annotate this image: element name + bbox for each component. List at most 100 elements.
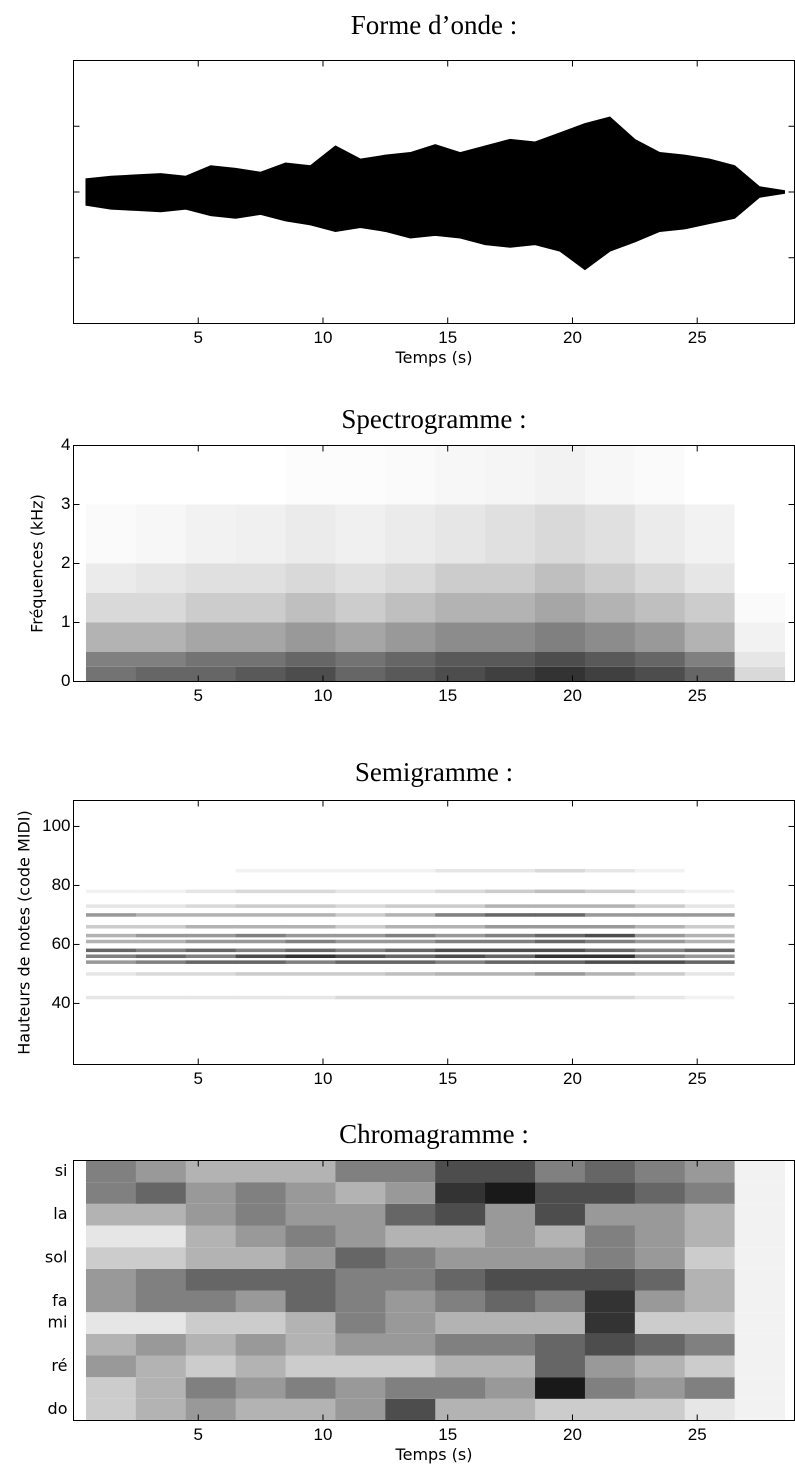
cell: [135, 995, 187, 1000]
cell: [285, 1333, 336, 1356]
cell: [634, 939, 686, 944]
cell: [485, 1160, 536, 1183]
cell: [734, 972, 786, 976]
cell: [185, 995, 237, 1000]
cell: [235, 1355, 287, 1378]
cell: [634, 593, 686, 623]
cell: [235, 913, 287, 917]
cell: [634, 563, 686, 593]
cell: [485, 1247, 536, 1269]
cell: [185, 1377, 237, 1399]
x-tick-label: 20: [563, 1069, 582, 1088]
x-tick-label: 25: [688, 1425, 707, 1444]
cell: [185, 504, 237, 564]
cell: [285, 652, 336, 667]
cell: [285, 622, 336, 652]
cell: [584, 1398, 636, 1421]
cell: [734, 995, 786, 1000]
cell: [85, 1160, 137, 1183]
x-tick-label: 15: [438, 1425, 457, 1444]
x-tick-label: 20: [563, 686, 582, 705]
cell: [385, 889, 436, 894]
cell: [285, 1182, 336, 1204]
panel-title: Semigramme :: [355, 757, 513, 787]
cell: [185, 939, 237, 944]
cell: [185, 1182, 237, 1204]
cell: [535, 948, 586, 953]
x-tick-label: 25: [688, 1069, 707, 1088]
panel-title: Chromagramme :: [339, 1119, 529, 1149]
cell: [584, 445, 636, 505]
cell: [385, 995, 436, 1000]
cell: [435, 948, 486, 953]
cell: [85, 1182, 137, 1204]
cell: [385, 1312, 436, 1334]
cell: [235, 1377, 287, 1399]
cell: [734, 1160, 786, 1183]
cell: [135, 666, 187, 682]
cell: [135, 960, 187, 964]
cell: [235, 868, 287, 873]
cell: [535, 1225, 586, 1248]
cell: [485, 1268, 536, 1291]
cell: [335, 1355, 386, 1378]
cell: [285, 913, 336, 917]
cell: [684, 933, 736, 938]
cell: [285, 924, 336, 929]
cell: [235, 1247, 287, 1269]
cell: [634, 972, 686, 976]
cell: [535, 1203, 586, 1226]
cell: [185, 1268, 237, 1291]
x-tick-label: 15: [438, 686, 457, 705]
cell: [535, 445, 586, 505]
cell: [185, 445, 237, 505]
waveform-upper: [85, 116, 786, 193]
cell: [235, 948, 287, 953]
cell: [684, 1182, 736, 1204]
cell: [335, 933, 386, 938]
cell: [385, 939, 436, 944]
cell: [485, 1355, 536, 1378]
cell: [85, 924, 137, 929]
cell: [435, 593, 486, 623]
cell: [485, 504, 536, 564]
x-axis-label: Temps (s): [395, 348, 473, 367]
cell: [684, 504, 736, 564]
cell: [535, 1312, 586, 1334]
cell: [85, 1398, 137, 1421]
cell: [85, 1225, 137, 1248]
cell: [285, 904, 336, 908]
row-label: ré: [51, 1356, 67, 1375]
cell: [485, 954, 536, 959]
x-tick-label: 20: [563, 1425, 582, 1444]
cell: [485, 1333, 536, 1356]
cell: [734, 1268, 786, 1291]
cell: [734, 1312, 786, 1334]
cell: [734, 1355, 786, 1378]
cell: [385, 1377, 436, 1399]
cell: [435, 995, 486, 1000]
cell: [185, 1160, 237, 1183]
cell: [584, 948, 636, 953]
cell: [584, 1160, 636, 1183]
cell: [535, 1333, 586, 1356]
cell: [335, 445, 386, 505]
cell: [584, 954, 636, 959]
cell: [734, 1333, 786, 1356]
cell: [235, 995, 287, 1000]
cell: [485, 939, 536, 944]
cell: [535, 972, 586, 976]
cell: [85, 563, 137, 593]
cell: [435, 1203, 486, 1226]
cell: [634, 904, 686, 908]
cell: [385, 1398, 436, 1421]
cell: [335, 948, 386, 953]
cell: [335, 995, 386, 1000]
cell: [584, 913, 636, 917]
cell: [634, 1312, 686, 1334]
cell: [85, 889, 137, 894]
row-label: la: [53, 1204, 67, 1223]
cell: [535, 960, 586, 964]
cell: [335, 1312, 386, 1334]
cell: [734, 1225, 786, 1248]
